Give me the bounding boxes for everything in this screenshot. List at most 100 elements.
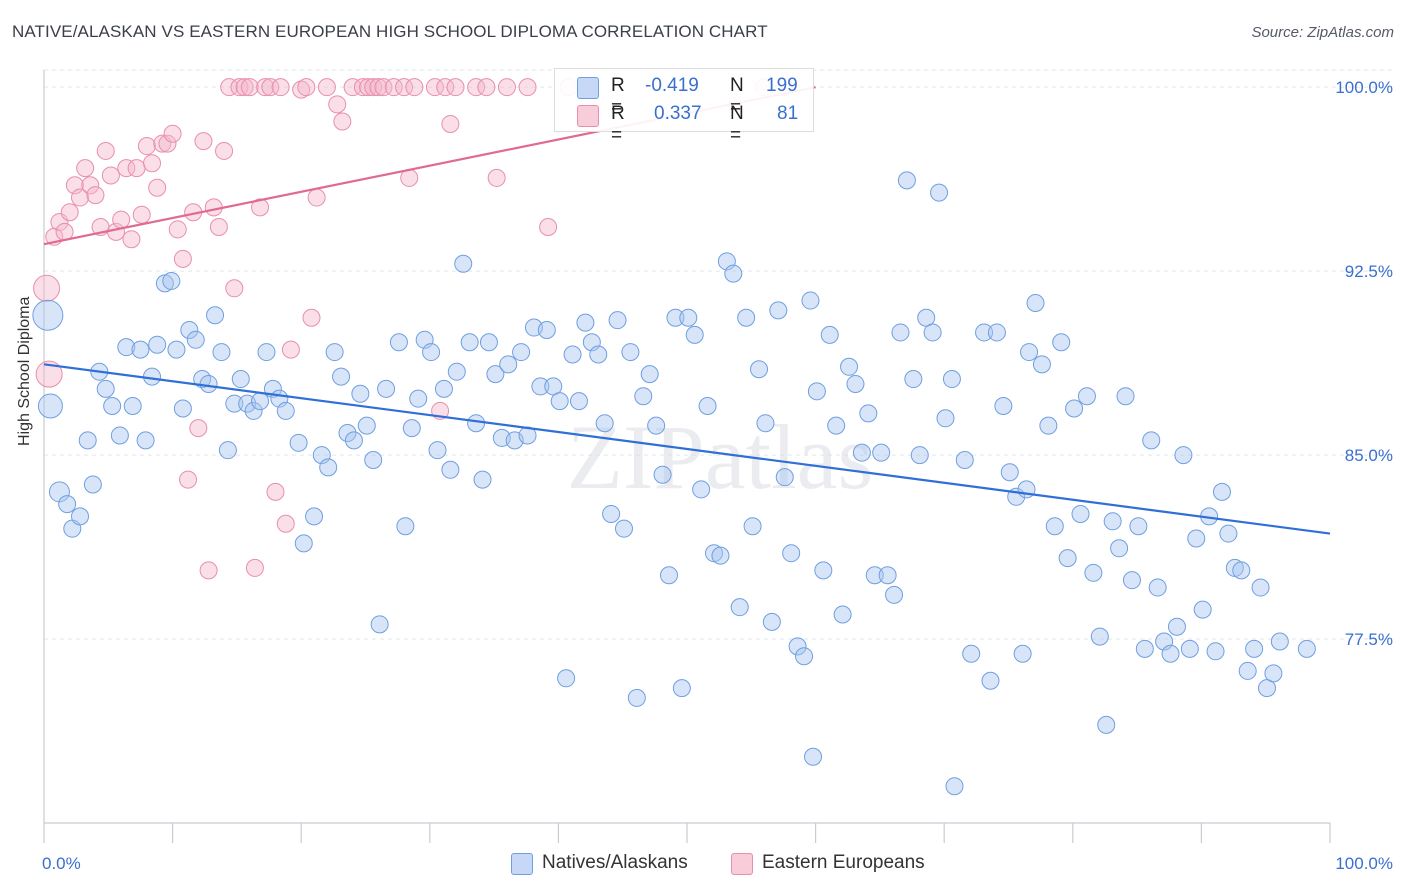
point-eastern-europeans	[256, 78, 275, 97]
point-natives-alaskans	[434, 379, 453, 398]
point-natives-alaskans	[71, 507, 90, 526]
point-natives-alaskans	[1097, 715, 1116, 734]
point-natives-alaskans	[987, 323, 1006, 342]
point-eastern-europeans	[302, 308, 321, 327]
point-natives-alaskans	[569, 392, 588, 411]
point-natives-alaskans	[852, 443, 871, 462]
point-natives-alaskans	[1084, 563, 1103, 582]
point-natives-alaskans	[319, 458, 338, 477]
point-natives-alaskans	[370, 615, 389, 634]
point-eastern-europeans	[276, 514, 295, 533]
point-eastern-europeans	[179, 470, 198, 489]
point-natives-alaskans	[910, 446, 929, 465]
point-natives-alaskans	[162, 271, 181, 290]
point-eastern-europeans	[297, 78, 316, 97]
point-natives-alaskans	[305, 507, 324, 526]
watermark: ZIPatlas	[567, 406, 874, 508]
point-natives-alaskans	[199, 374, 218, 393]
point-natives-alaskans	[621, 343, 640, 362]
point-natives-alaskans	[557, 669, 576, 688]
point-natives-alaskans	[840, 357, 859, 376]
point-natives-alaskans	[1020, 343, 1039, 362]
point-natives-alaskans	[936, 409, 955, 428]
point-natives-alaskans	[225, 394, 244, 413]
series-eastern-europeans	[33, 78, 794, 580]
point-natives-alaskans	[692, 480, 711, 499]
point-natives-alaskans	[1180, 639, 1199, 658]
point-natives-alaskans	[647, 416, 666, 435]
point-natives-alaskans	[885, 585, 904, 604]
point-natives-alaskans	[904, 370, 923, 389]
point-eastern-europeans	[60, 203, 79, 222]
point-natives-alaskans	[595, 414, 614, 433]
point-natives-alaskans	[117, 338, 136, 357]
point-natives-alaskans	[923, 323, 942, 342]
point-natives-alaskans	[1000, 463, 1019, 482]
point-natives-alaskans	[955, 450, 974, 469]
point-natives-alaskans	[942, 370, 961, 389]
point-natives-alaskans	[103, 397, 122, 416]
point-natives-alaskans	[499, 355, 518, 374]
point-natives-alaskans	[859, 404, 878, 423]
point-natives-alaskans	[685, 325, 704, 344]
point-natives-alaskans	[930, 183, 949, 202]
point-natives-alaskans	[994, 397, 1013, 416]
point-eastern-europeans	[395, 78, 414, 97]
point-eastern-europeans	[497, 78, 516, 97]
point-natives-alaskans	[364, 450, 383, 469]
point-natives-alaskans	[1238, 661, 1257, 680]
point-natives-alaskans	[332, 367, 351, 386]
point-eastern-europeans	[86, 186, 105, 205]
point-eastern-europeans	[425, 78, 444, 97]
y-axis-label: High School Diploma	[16, 296, 33, 446]
point-natives-alaskans	[737, 308, 756, 327]
point-natives-alaskans	[402, 419, 421, 438]
point-natives-alaskans	[1039, 416, 1058, 435]
chart-title: NATIVE/ALASKAN VS EASTERN EUROPEAN HIGH …	[12, 22, 768, 41]
point-natives-alaskans	[244, 401, 263, 420]
point-natives-alaskans	[186, 330, 205, 349]
point-natives-alaskans	[945, 777, 964, 796]
point-natives-alaskans	[1270, 632, 1289, 651]
point-eastern-europeans	[240, 78, 259, 97]
point-natives-alaskans	[1129, 517, 1148, 536]
point-natives-alaskans	[389, 333, 408, 352]
point-natives-alaskans	[231, 370, 250, 389]
point-natives-alaskans	[801, 291, 820, 310]
point-natives-alaskans	[377, 379, 396, 398]
point-eastern-europeans	[245, 558, 264, 577]
point-eastern-europeans	[405, 78, 424, 97]
point-natives-alaskans	[447, 362, 466, 381]
y-tick-label: 100.0%	[1335, 78, 1393, 97]
point-natives-alaskans	[1142, 431, 1161, 450]
point-natives-alaskans	[782, 544, 801, 563]
point-natives-alaskans	[814, 561, 833, 580]
point-natives-alaskans	[251, 392, 270, 411]
point-eastern-europeans	[225, 279, 244, 298]
point-natives-alaskans	[338, 424, 357, 443]
point-natives-alaskans	[640, 365, 659, 384]
r-label: R =	[611, 103, 625, 146]
point-eastern-europeans	[292, 80, 311, 99]
point-natives-alaskans	[666, 308, 685, 327]
point-natives-alaskans	[1206, 642, 1225, 661]
point-natives-alaskans	[1187, 529, 1206, 548]
point-natives-alaskans	[711, 546, 730, 565]
point-natives-alaskans	[743, 517, 762, 536]
point-eastern-europeans	[158, 134, 177, 153]
point-natives-alaskans	[608, 311, 627, 330]
point-natives-alaskans	[1193, 600, 1212, 619]
point-natives-alaskans	[148, 335, 167, 354]
point-natives-alaskans	[563, 345, 582, 364]
point-natives-alaskans	[659, 566, 678, 585]
point-natives-alaskans	[846, 374, 865, 393]
point-eastern-europeans	[436, 78, 455, 97]
point-eastern-europeans	[81, 176, 100, 195]
point-natives-alaskans	[550, 392, 569, 411]
point-natives-alaskans	[1013, 644, 1032, 663]
point-eastern-europeans	[101, 166, 120, 185]
point-natives-alaskans	[820, 325, 839, 344]
point-natives-alaskans	[537, 320, 556, 339]
point-natives-alaskans	[357, 416, 376, 435]
